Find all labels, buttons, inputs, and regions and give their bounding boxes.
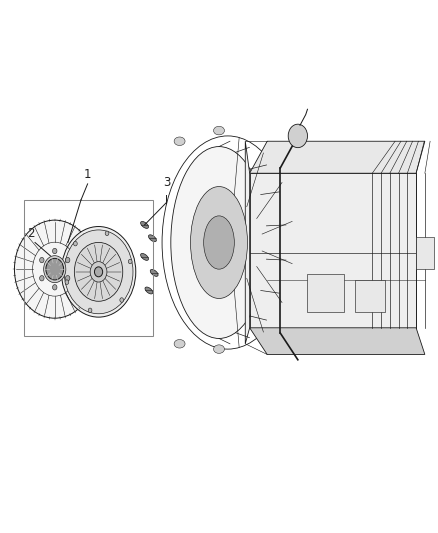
Circle shape xyxy=(120,298,124,302)
Circle shape xyxy=(65,257,70,263)
Bar xyxy=(24,200,153,336)
Ellipse shape xyxy=(141,221,148,229)
Circle shape xyxy=(65,280,69,285)
Bar xyxy=(355,280,385,312)
Circle shape xyxy=(53,248,57,254)
Ellipse shape xyxy=(14,220,95,318)
Ellipse shape xyxy=(141,253,148,261)
Ellipse shape xyxy=(150,269,158,277)
Ellipse shape xyxy=(61,227,136,317)
Polygon shape xyxy=(250,173,416,328)
Circle shape xyxy=(288,124,307,148)
Bar xyxy=(307,274,344,312)
Circle shape xyxy=(46,259,64,280)
Ellipse shape xyxy=(44,256,66,282)
Ellipse shape xyxy=(204,216,234,269)
Circle shape xyxy=(39,257,44,263)
Circle shape xyxy=(105,231,109,236)
Circle shape xyxy=(88,308,92,313)
Text: 2: 2 xyxy=(27,227,35,240)
Text: 3: 3 xyxy=(163,176,170,189)
Ellipse shape xyxy=(95,267,102,277)
Ellipse shape xyxy=(214,345,224,353)
Text: 1: 1 xyxy=(84,168,92,181)
Polygon shape xyxy=(250,328,425,354)
Ellipse shape xyxy=(174,137,185,146)
Bar xyxy=(416,237,434,269)
Ellipse shape xyxy=(145,287,153,294)
Ellipse shape xyxy=(214,126,224,135)
Circle shape xyxy=(39,276,44,281)
Ellipse shape xyxy=(64,230,133,314)
Ellipse shape xyxy=(148,235,156,242)
Circle shape xyxy=(74,241,77,246)
Circle shape xyxy=(128,259,132,264)
Ellipse shape xyxy=(174,340,185,348)
Circle shape xyxy=(53,285,57,290)
Ellipse shape xyxy=(90,262,107,282)
Ellipse shape xyxy=(191,187,247,298)
Circle shape xyxy=(65,276,70,281)
Ellipse shape xyxy=(74,243,123,301)
Ellipse shape xyxy=(171,147,267,338)
Polygon shape xyxy=(245,141,250,344)
Polygon shape xyxy=(250,141,425,173)
